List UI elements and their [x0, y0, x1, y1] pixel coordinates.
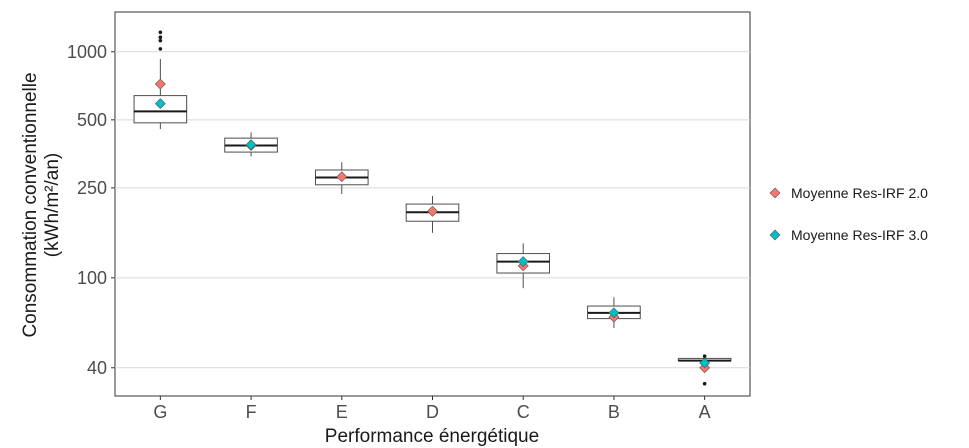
grid-lines — [115, 51, 750, 369]
x-tick-label: G — [153, 402, 167, 422]
mean-marker-2 — [699, 357, 711, 369]
outlier-point — [158, 38, 163, 43]
mean-marker-2 — [608, 307, 620, 319]
y-tick-label: 250 — [77, 178, 107, 198]
outlier-point — [158, 30, 163, 35]
legend: Moyenne Res-IRF 2.0 Moyenne Res-IRF 3.0 — [769, 185, 928, 243]
legend-label-1: Moyenne Res-IRF 2.0 — [791, 185, 928, 201]
x-tick-label: C — [517, 402, 530, 422]
x-tick-label: F — [246, 402, 257, 422]
legend-label-2: Moyenne Res-IRF 3.0 — [791, 227, 928, 243]
x-tick-label: D — [426, 402, 439, 422]
mean-marker-1 — [427, 205, 438, 217]
x-tick-label: A — [699, 402, 711, 422]
mean-marker-2 — [517, 256, 529, 267]
mean-marker-2 — [245, 139, 257, 151]
legend-key-1 — [769, 187, 781, 199]
x-tick-label: E — [336, 402, 348, 422]
x-axis-title: Performance énergétique — [325, 426, 539, 447]
y-axis-title-line-1: Consommation conventionnelle — [20, 72, 41, 337]
outlier-point — [702, 354, 707, 358]
y-tick-label: 40 — [87, 358, 107, 378]
y-tick-label: 100 — [77, 268, 107, 288]
y-axis-title: Consommation conventionnelle (kWh/m²/an) — [20, 72, 63, 337]
x-tick-label: B — [608, 402, 620, 422]
y-tick-label: 1000 — [67, 42, 107, 62]
outlier-point — [158, 47, 163, 51]
mean-marker-2 — [154, 98, 166, 110]
y-axis-title-line-2: (kWh/m²/an) — [42, 153, 63, 258]
mean-markers — [154, 78, 711, 374]
mean-marker-1 — [336, 171, 348, 183]
y-axis-ticks: 40 100 250 500 1000 — [67, 42, 115, 378]
outlier-point — [158, 35, 163, 40]
legend-key-2 — [769, 229, 781, 241]
y-tick-label: 500 — [77, 110, 107, 130]
outlier-point — [702, 381, 707, 386]
mean-marker-1 — [154, 78, 166, 90]
